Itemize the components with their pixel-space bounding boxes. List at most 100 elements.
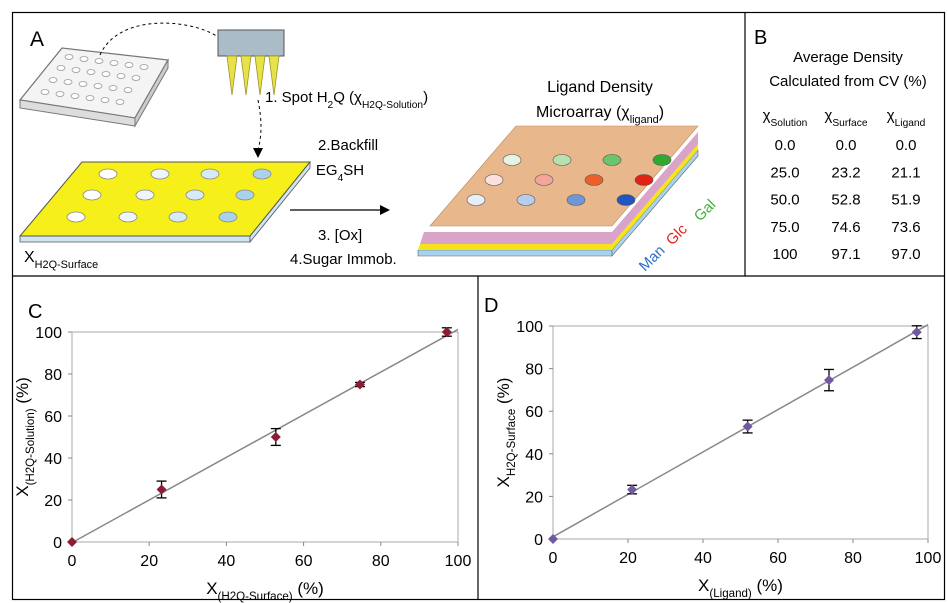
x-tick-label: 20 [140,553,158,570]
point [157,485,167,495]
text-part: SH [343,162,364,179]
text-part: 1. Spot H [265,89,328,106]
text-part: X [494,476,513,487]
text-part: χ [887,107,895,124]
step-label: 1. Spot H2Q (χH2Q-Solution) [265,89,428,111]
text-part: EG [316,162,338,179]
subscript: (H2Q-Solution) [25,408,37,485]
table-cell: 52.8 [831,192,860,209]
table-cell: 0.0 [896,137,917,154]
y-tick-label: 40 [44,451,62,468]
subscript: H2Q-Solution [362,100,423,111]
column-header: χSurface [825,107,868,129]
x-axis-label: X(Ligand) (%) [698,576,783,600]
panel-letter: A [30,28,44,51]
text-part: Microarray (χ [536,104,630,121]
text-part: X [13,485,32,496]
x-tick-label: 0 [549,550,558,567]
table-cell: 100 [772,246,797,263]
surface-label: XH2Q-Surface [24,249,98,271]
table-cell: 73.6 [891,219,920,236]
subscript: Surface [832,118,867,129]
y-axis-label: X(H2Q-Solution) (%) [13,377,37,497]
sugar-label: Glc [663,221,691,249]
point [442,327,452,337]
text-part: X [698,576,709,595]
x-tick-label: 40 [694,550,712,567]
subscript: Solution [771,118,808,129]
trendline [72,329,458,542]
point [743,422,753,432]
table-cell: 97.1 [831,246,860,263]
text-part: ) [659,104,664,121]
y-tick-label: 20 [44,493,62,510]
sugar-label: Gal [691,196,720,225]
subscript: (H2Q-Surface) [218,591,293,603]
table-cell: 21.1 [891,164,920,181]
text-part: (%) [494,378,513,409]
point [67,537,77,547]
text-part: (%) [293,579,324,598]
x-tick-label: 100 [915,550,942,567]
y-tick-label: 40 [525,447,543,464]
subscript: H2Q-Surface [35,259,98,271]
panel-letter: C [28,301,42,323]
step-label: 3. [Ox] [318,227,362,244]
point [271,432,281,442]
subscript: ligand [630,114,659,126]
text-part: X [24,249,35,266]
step-label: EG4SH [316,162,364,184]
table-cell: 51.9 [891,192,920,209]
table-cell: 74.6 [831,219,860,236]
y-tick-label: 0 [534,532,543,549]
figure: A 1. Spot H2Q (χH2Q-Solution) 2.Backfill… [0,0,948,603]
table-cell: 0.0 [836,137,857,154]
x-tick-label: 100 [445,553,472,570]
subscript: Ligand [895,118,926,129]
panel-letter: D [484,295,498,317]
y-tick-label: 100 [516,319,543,336]
text-part: (%) [13,377,32,408]
text-part: (%) [752,576,783,595]
table-cell: 23.2 [831,164,860,181]
subscript: H2Q-Surface [506,409,518,476]
text-part: Q (χ [333,89,362,106]
y-tick-label: 20 [525,489,543,506]
y-tick-label: 60 [525,404,543,421]
table-title: Calculated from CV (%) [769,73,927,90]
column-header: χSolution [763,107,808,129]
table-cell: 75.0 [770,219,799,236]
table-cell: 50.0 [770,192,799,209]
step-label: 2.Backfill [318,137,378,154]
microarray-title: Microarray (χligand) [536,104,664,126]
table-cell: 25.0 [770,164,799,181]
microarray-title: Ligand Density [547,79,653,96]
y-tick-label: 80 [525,362,543,379]
x-tick-label: 0 [68,553,77,570]
sugar-label: Man [636,242,669,275]
panel-letter: B [754,27,767,49]
point [627,485,637,495]
y-tick-label: 0 [53,535,62,552]
table-title: Average Density [793,49,903,66]
x-tick-label: 60 [295,553,313,570]
plot-area [553,326,928,539]
x-tick-label: 20 [619,550,637,567]
step-label: 4.Sugar Immob. [290,251,397,268]
x-tick-label: 60 [769,550,787,567]
text-part: ) [423,89,428,106]
text-part: χ [763,107,771,124]
table-cell: 0.0 [775,137,796,154]
subscript: (Ligand) [709,588,752,600]
x-tick-label: 40 [218,553,236,570]
y-tick-label: 60 [44,409,62,426]
y-axis-label: XH2Q-Surface (%) [494,378,518,488]
table-cell: 97.0 [891,246,920,263]
text-part: X [206,579,217,598]
text-part: χ [825,107,833,124]
y-tick-label: 100 [35,325,62,342]
point [824,375,834,385]
x-tick-label: 80 [844,550,862,567]
x-tick-label: 80 [372,553,390,570]
